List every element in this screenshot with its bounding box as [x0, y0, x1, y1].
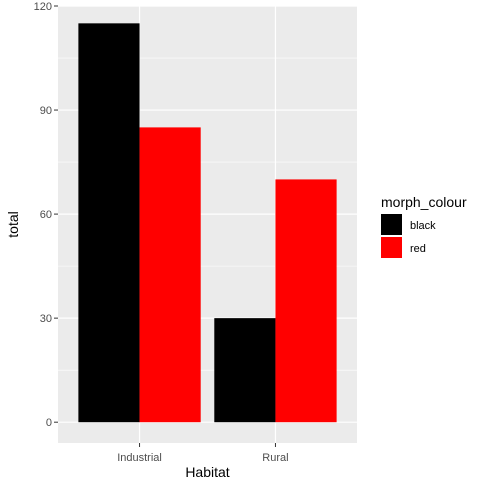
legend-key-red — [381, 237, 402, 258]
x-tick-label: Industrial — [117, 452, 162, 464]
bar-rural-red — [275, 179, 337, 423]
x-axis-title: Habitat — [185, 464, 229, 480]
y-tick-label: 60 — [40, 209, 52, 221]
legend-key-black — [381, 214, 402, 235]
y-tick-label: 0 — [46, 417, 52, 429]
y-axis-title: total — [5, 211, 21, 237]
x-axis-ticks: Industrial Rural — [117, 443, 289, 464]
y-tick-label: 90 — [40, 105, 52, 117]
y-tick-label: 30 — [40, 313, 52, 325]
bar-rural-black — [214, 318, 276, 423]
bar-industrial-black — [78, 23, 140, 423]
x-tick-label: Rural — [262, 452, 288, 464]
y-axis-ticks: 0 30 60 90 120 — [34, 1, 58, 429]
legend-label-red: red — [410, 243, 426, 255]
legend: morph_colour black red — [381, 194, 467, 258]
y-tick-label: 120 — [34, 1, 52, 13]
legend-label-black: black — [410, 220, 436, 232]
bar-industrial-red — [139, 127, 201, 423]
bars — [78, 23, 337, 423]
legend-title: morph_colour — [381, 194, 467, 210]
